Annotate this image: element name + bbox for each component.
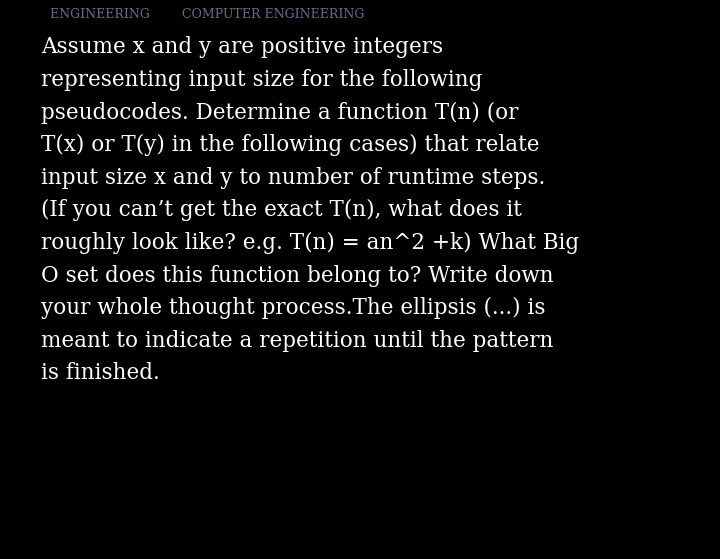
- Text: Assume x and y are positive integers
representing input size for the following
p: Assume x and y are positive integers rep…: [41, 36, 580, 385]
- Text: ENGINEERING        COMPUTER ENGINEERING: ENGINEERING COMPUTER ENGINEERING: [50, 8, 365, 21]
